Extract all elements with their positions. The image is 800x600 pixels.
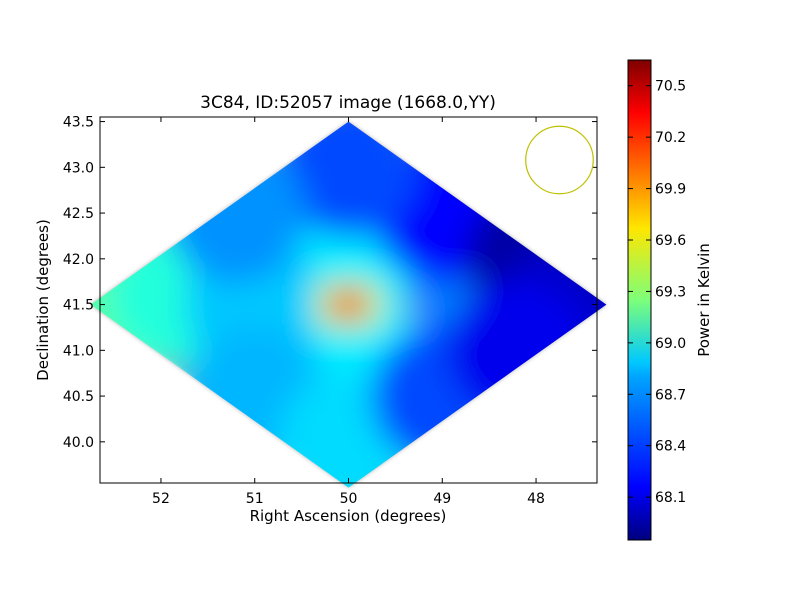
y-tick-label: 41.5 — [63, 298, 94, 314]
y-tick-label: 43.0 — [63, 160, 94, 176]
x-axis-label: Right Ascension (degrees) — [250, 507, 447, 525]
y-tick-label: 40.0 — [63, 435, 94, 451]
y-tick-label: 42.5 — [63, 206, 94, 222]
chart-title: 3C84, ID:52057 image (1668.0,YY) — [200, 93, 496, 113]
colorbar-tick-label: 68.1 — [655, 490, 686, 506]
colorbar-tick-label: 69.0 — [655, 336, 686, 352]
heatmap-peak-layer — [337, 296, 360, 313]
x-tick-label: 51 — [246, 491, 264, 507]
colorbar-tick-label: 69.3 — [655, 284, 686, 300]
heatmap-image — [90, 121, 607, 488]
y-tick-label: 42.0 — [63, 252, 94, 268]
colorbar-ticks: 68.1 68.4 68.7 69.0 69.3 69.6 69.9 70.2 70.5 — [628, 79, 686, 506]
x-tick-label: 50 — [340, 491, 358, 507]
heatmap-cell — [165, 143, 306, 284]
colorbar-tick-label: 69.9 — [655, 182, 686, 198]
y-tick-label: 40.5 — [63, 389, 94, 405]
colorbar-tick-label: 69.6 — [655, 233, 686, 249]
x-tick-label: 52 — [152, 491, 170, 507]
colorbar: 68.1 68.4 68.7 69.0 69.3 69.6 69.9 70.2 70.5 Pow… — [627, 59, 713, 541]
colorbar-gradient — [627, 59, 652, 541]
x-tick-label: 48 — [527, 491, 545, 507]
y-axis-ticks: 40.0 40.5 41.0 41.5 42.0 42.5 43.0 43.5 — [63, 115, 597, 451]
colorbar-label: Power in Kelvin — [695, 243, 713, 357]
y-tick-label: 43.5 — [63, 115, 94, 131]
colorbar-tick-label: 70.2 — [655, 130, 686, 146]
x-axis-ticks: 52 51 50 49 48 — [152, 117, 545, 507]
heatmap-cell — [447, 280, 588, 421]
y-axis-label: Declination (degrees) — [34, 219, 52, 381]
x-tick-label: 49 — [433, 491, 451, 507]
y-tick-label: 41.0 — [63, 343, 94, 359]
colorbar-tick-label: 68.4 — [655, 439, 686, 455]
beam-circle — [525, 125, 594, 195]
colorbar-tick-label: 68.7 — [655, 387, 686, 403]
colorbar-tick-label: 70.5 — [655, 79, 686, 95]
